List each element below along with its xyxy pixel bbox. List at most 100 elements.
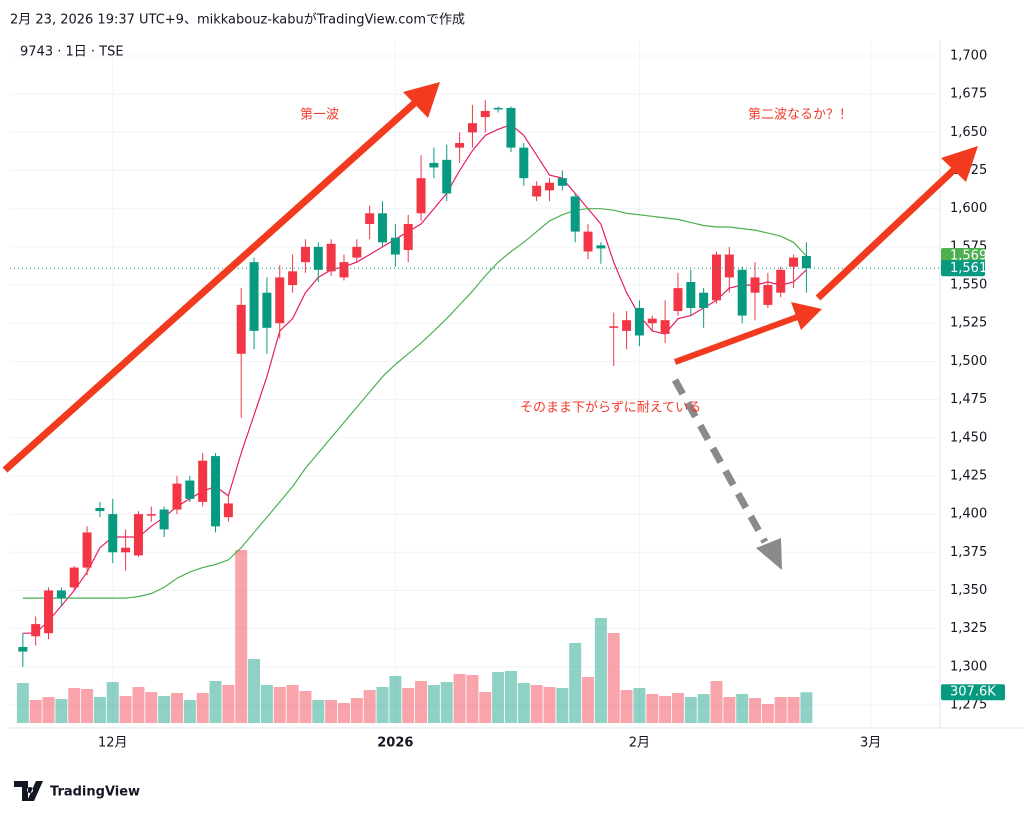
logo-text: TradingView — [50, 785, 140, 800]
annotation-arrows — [2, 82, 978, 570]
volume-bar — [299, 691, 312, 723]
volume-bar — [697, 694, 710, 723]
logo: TradingView — [14, 781, 140, 801]
arrow-head — [403, 82, 440, 118]
volume-bar — [286, 685, 299, 723]
candle-body — [634, 307, 644, 336]
volume-bar — [68, 688, 81, 723]
candle-body — [493, 107, 503, 110]
volume-bar — [504, 671, 517, 723]
volume-bar — [29, 700, 42, 723]
arrow-head — [941, 146, 978, 182]
volume-label-box — [941, 684, 1005, 701]
volume-bar — [440, 682, 453, 723]
x-tick-label: 12月 — [98, 736, 128, 751]
y-tick-label: 1,350 — [950, 583, 987, 598]
ma-line — [22, 208, 807, 599]
volume-bar — [620, 690, 633, 723]
candle-body — [480, 110, 490, 118]
price-label: 1,561 — [950, 261, 987, 276]
volume-bar — [248, 659, 261, 723]
candle-body — [300, 246, 310, 263]
candle-body — [673, 288, 683, 312]
price-pane — [10, 100, 940, 667]
candle-body — [686, 282, 696, 308]
candle-body — [95, 508, 105, 512]
candle-body — [365, 213, 375, 224]
candle-body — [159, 509, 169, 530]
volume-bar — [273, 687, 286, 723]
candle-body — [211, 456, 221, 527]
volume-bar — [466, 675, 479, 723]
volume-bar — [530, 685, 543, 723]
y-tick-label: 1,650 — [950, 125, 987, 140]
volume-bar — [671, 693, 684, 723]
price-label-box — [941, 248, 985, 265]
volume-bar — [170, 693, 183, 723]
candle-body — [262, 292, 272, 328]
annotation: そのまま下がらずに耐えている — [520, 401, 701, 416]
candle-body — [467, 123, 477, 133]
y-tick-label: 1,325 — [950, 621, 987, 636]
grid — [10, 40, 940, 728]
candle-body — [416, 178, 426, 214]
candle-body — [789, 257, 799, 267]
ma-line — [22, 124, 807, 634]
candle-body — [82, 532, 92, 568]
volume-bar — [761, 704, 774, 723]
y-tick-label: 1,425 — [950, 468, 987, 483]
candle-body — [56, 590, 66, 599]
candle-body — [121, 547, 131, 553]
arrow — [815, 163, 961, 301]
volume-bar — [235, 550, 248, 723]
candle-body — [44, 590, 54, 634]
y-tick-label: 1,675 — [950, 87, 987, 102]
volume-bar — [260, 685, 273, 723]
candle-body — [750, 277, 760, 293]
volume-bar — [389, 676, 402, 723]
volume-bar — [659, 696, 672, 723]
volume-bar — [723, 697, 736, 723]
arrow — [671, 378, 769, 544]
volume-bar — [222, 685, 235, 723]
y-tick-label: 1,700 — [950, 49, 987, 64]
candle-body — [198, 460, 208, 502]
annotation: 第一波 — [300, 108, 339, 123]
volume-bar — [774, 697, 787, 723]
volume-bar — [492, 672, 505, 723]
y-tick-label: 1,500 — [950, 354, 987, 369]
price-label: 1,569 — [950, 249, 987, 264]
candle-body — [18, 646, 28, 652]
volume-bar — [132, 687, 145, 723]
candle-body — [737, 269, 747, 316]
axes: 1,275 1,300 1,325 1,350 1,375 1,400 1,425 1,450… — [10, 40, 1024, 751]
volume-bar — [209, 681, 222, 723]
candle-body — [776, 269, 786, 293]
volume-bar — [556, 688, 569, 723]
candle-body — [545, 182, 555, 191]
y-tick-label: 1,375 — [950, 545, 987, 560]
volume-bar — [312, 700, 325, 723]
candle-body — [185, 480, 195, 499]
candle-body — [801, 256, 811, 269]
volume-label: 307.6K — [950, 685, 996, 700]
volume-bar — [800, 692, 813, 723]
volume-bar — [93, 697, 106, 723]
volume-bar — [415, 681, 428, 723]
annotation: 第二波なるか？！ — [748, 108, 852, 123]
volume-bar — [81, 689, 94, 723]
volume-bar — [158, 696, 171, 723]
volume-bar — [145, 692, 158, 723]
volume-bar — [607, 633, 620, 723]
candle-body — [133, 514, 143, 556]
volume-bar — [543, 687, 556, 723]
candle-body — [403, 223, 413, 250]
candle-body — [711, 254, 721, 301]
volume-bar — [594, 618, 607, 723]
volume-bar — [402, 688, 415, 723]
y-tick-label: 1,525 — [950, 316, 987, 331]
candle-body — [223, 503, 233, 518]
x-tick-label: 2026 — [377, 736, 413, 751]
candle-body — [660, 320, 670, 334]
